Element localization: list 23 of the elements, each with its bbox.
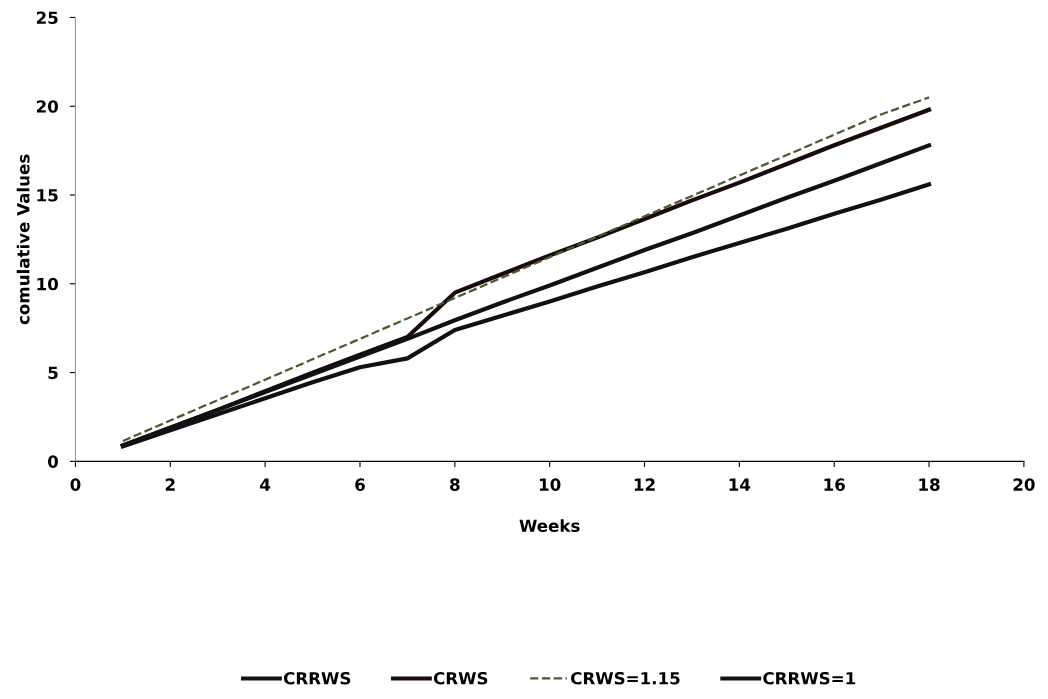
x-tick-label: 4 (260, 478, 271, 491)
y-tick-label: 25 (36, 11, 58, 25)
y-tick-label: 15 (37, 189, 58, 202)
y-axis-title: comulative Values (16, 154, 30, 325)
x-tick-label: 12 (634, 478, 655, 491)
y-tick-label: 10 (37, 277, 58, 291)
x-tick-label: 8 (450, 478, 460, 491)
legend-label: CRWS (433, 671, 488, 685)
x-tick-label: 14 (729, 478, 751, 491)
x-tick-label: 20 (1013, 478, 1035, 491)
x-axis-title: Weeks (519, 519, 580, 533)
legend-label: CRWS=1.15 (571, 671, 680, 685)
x-tick-label: 16 (824, 478, 845, 491)
x-tick-label: 0 (70, 478, 81, 491)
x-tick-label: 2 (165, 478, 175, 491)
y-tick-label: 0 (47, 455, 58, 468)
x-tick-label: 10 (539, 478, 561, 491)
x-tick-label: 6 (355, 478, 365, 491)
legend-label: CRRWS=1 (763, 671, 856, 685)
y-tick-label: 20 (36, 100, 58, 113)
x-tick-label: 18 (919, 478, 940, 491)
y-tick-label: 5 (48, 366, 58, 380)
legend-label: CRRWS (283, 671, 351, 685)
